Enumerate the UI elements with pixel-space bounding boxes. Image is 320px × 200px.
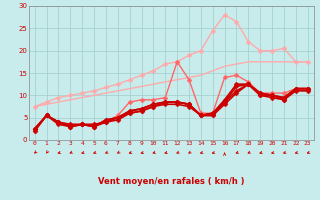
Text: Vent moyen/en rafales ( km/h ): Vent moyen/en rafales ( km/h ) bbox=[98, 176, 244, 186]
